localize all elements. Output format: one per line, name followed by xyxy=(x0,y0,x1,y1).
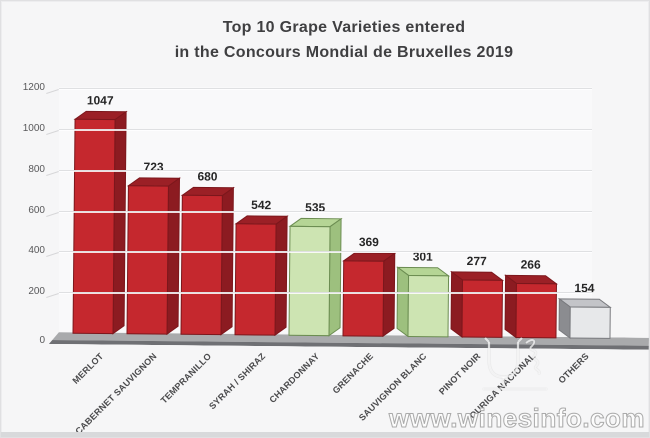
wine-glass-watermark-icon xyxy=(483,337,547,390)
chart-title-line1: Top 10 Grape Varieties entered xyxy=(222,19,466,36)
bar-chardonnay xyxy=(287,217,343,337)
bar-value-label: 266 xyxy=(520,257,541,272)
y-axis-label: 600 xyxy=(28,204,45,216)
bar-others xyxy=(557,297,612,340)
gridline xyxy=(59,251,592,253)
bars-layer: 1047 723 680 542 535 369 301 277 266 154 xyxy=(48,1,650,427)
bar-pinot-noir xyxy=(449,270,504,339)
bar-value-label: 680 xyxy=(197,169,218,184)
bar-sauvignon-blanc xyxy=(395,266,450,338)
bar-syrah-shiraz xyxy=(233,215,289,337)
bar-value-label: 277 xyxy=(466,254,487,269)
gridline xyxy=(59,128,592,130)
bar-merlot xyxy=(71,110,128,335)
gridline xyxy=(59,210,592,212)
bar-value-label: 369 xyxy=(358,234,379,250)
watermark-text: www.winesinfo.com xyxy=(388,403,646,434)
bar-tempranillo xyxy=(179,186,235,336)
bottom-frame-edge xyxy=(1,432,649,437)
chart-title-line2: in the Concours Mondial de Bruxelles 201… xyxy=(174,44,514,61)
bar-grenache xyxy=(341,252,396,338)
bar-value-label: 1047 xyxy=(86,93,114,108)
y-axis-label: 400 xyxy=(28,245,45,257)
bar-value-label: 154 xyxy=(574,281,595,296)
bar-value-label: 723 xyxy=(143,159,164,175)
bar-cabernet-sauvignon xyxy=(125,177,181,336)
y-axis-label: 200 xyxy=(28,286,45,298)
chart-title: Top 10 Grape Varieties entered in the Co… xyxy=(1,15,649,65)
gridline xyxy=(59,88,592,89)
bar-value-label: 535 xyxy=(305,200,326,215)
gridline xyxy=(59,292,592,294)
y-axis-label: 1200 xyxy=(22,82,45,93)
y-axis-label: 0 xyxy=(39,335,45,346)
y-axis-label: 800 xyxy=(28,163,45,175)
bar-touriga-nacional xyxy=(503,274,558,339)
y-axis-label: 1000 xyxy=(22,122,45,134)
gridline xyxy=(59,169,592,171)
